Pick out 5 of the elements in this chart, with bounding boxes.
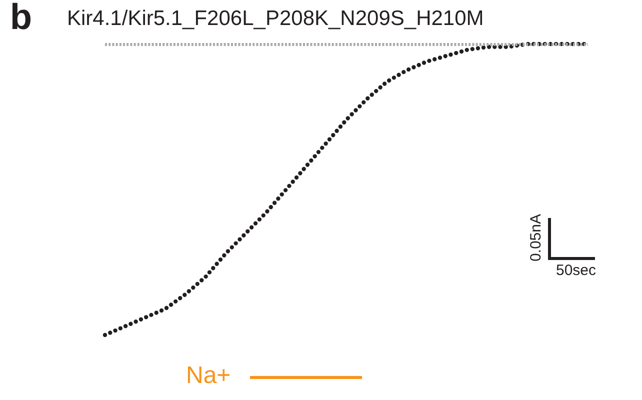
chart-title: Kir4.1/Kir5.1_F206L_P208K_N209S_H210M <box>67 7 484 30</box>
text: b <box>10 0 32 38</box>
annotation: 0.05nA <box>528 214 545 262</box>
text: Na+ <box>186 362 231 390</box>
annotation: 50sec <box>556 262 596 279</box>
